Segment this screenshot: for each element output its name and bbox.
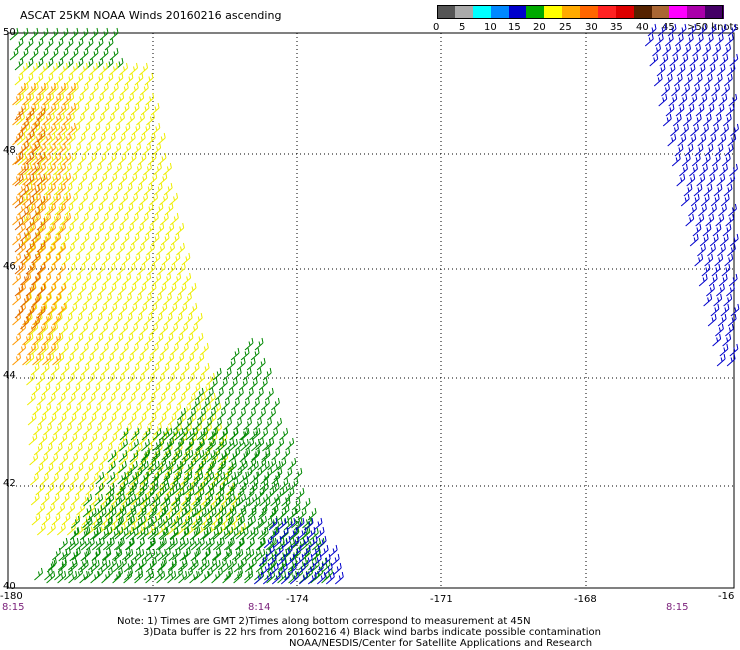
legend-swatch [490,5,509,19]
lat-label: 42 [3,478,16,489]
legend-swatch [526,5,545,19]
legend-swatch [562,5,581,19]
legend-label: 0 [433,22,440,33]
wind-barb-cluster [46,427,331,584]
lon-label: -174 [286,594,309,605]
legend-swatch [615,5,635,19]
wind-barb-cluster [253,517,344,585]
lat-label: 48 [3,145,16,156]
lat-label: 44 [3,370,16,381]
legend-swatch [580,5,599,19]
legend-swatch [705,5,724,19]
time-label: 8:15 [2,602,25,613]
legend-swatch [472,5,492,19]
legend-label: 45 [662,22,675,33]
legend-label: 15 [508,22,521,33]
wind-barb-cluster [9,27,124,71]
lon-label: -16 [718,591,735,602]
wind-barb-cluster [14,62,246,536]
legend-label: 35 [610,22,623,33]
legend-swatch [687,5,706,19]
wind-barbs-blue [253,517,344,585]
legend-swatch [633,5,652,19]
wind-barbs-green [34,337,333,584]
legend-label: >50 knots [687,22,739,33]
legend-label: 5 [459,22,466,33]
graticule [8,33,734,588]
legend-label: 10 [484,22,497,33]
wind-barb-cluster [644,23,740,367]
legend-label: 40 [636,22,649,33]
note-line: Note: 1) Times are GMT 2)Times along bot… [117,616,531,627]
lon-label: -171 [430,594,453,605]
note-line: 3)Data buffer is 22 hrs from 20160216 4)… [143,627,601,638]
lon-label: -168 [574,594,597,605]
legend-label: 20 [533,22,546,33]
legend-swatch [508,5,527,19]
map-title: ASCAT 25KM NOAA Winds 20160216 ascending [20,9,282,22]
legend-swatch [437,5,456,19]
map-frame [7,32,735,589]
lon-label: -180 [0,591,23,602]
legend-swatch [454,5,474,19]
wind-barbs-orange [12,82,76,366]
lon-label: -177 [143,594,166,605]
wind-barbs-green [9,27,124,71]
lat-label: 50 [3,27,16,38]
lat-label: 46 [3,261,16,272]
legend-color-bar [437,5,724,19]
time-label: 8:15 [666,602,689,613]
credit-line: NOAA/NESDIS/Center for Satellite Applica… [289,638,593,649]
time-label: 8:14 [248,602,271,613]
legend-swatch [651,5,670,19]
wind-barbs-blue [644,23,740,367]
legend-swatch [669,5,688,19]
legend-swatch [597,5,617,19]
legend-swatch [544,5,563,19]
legend-label: 25 [559,22,572,33]
wind-barbs-yellow [14,62,246,536]
legend-label: 30 [585,22,598,33]
wind-barb-cluster [14,107,46,330]
lat-label: 40 [3,581,16,592]
